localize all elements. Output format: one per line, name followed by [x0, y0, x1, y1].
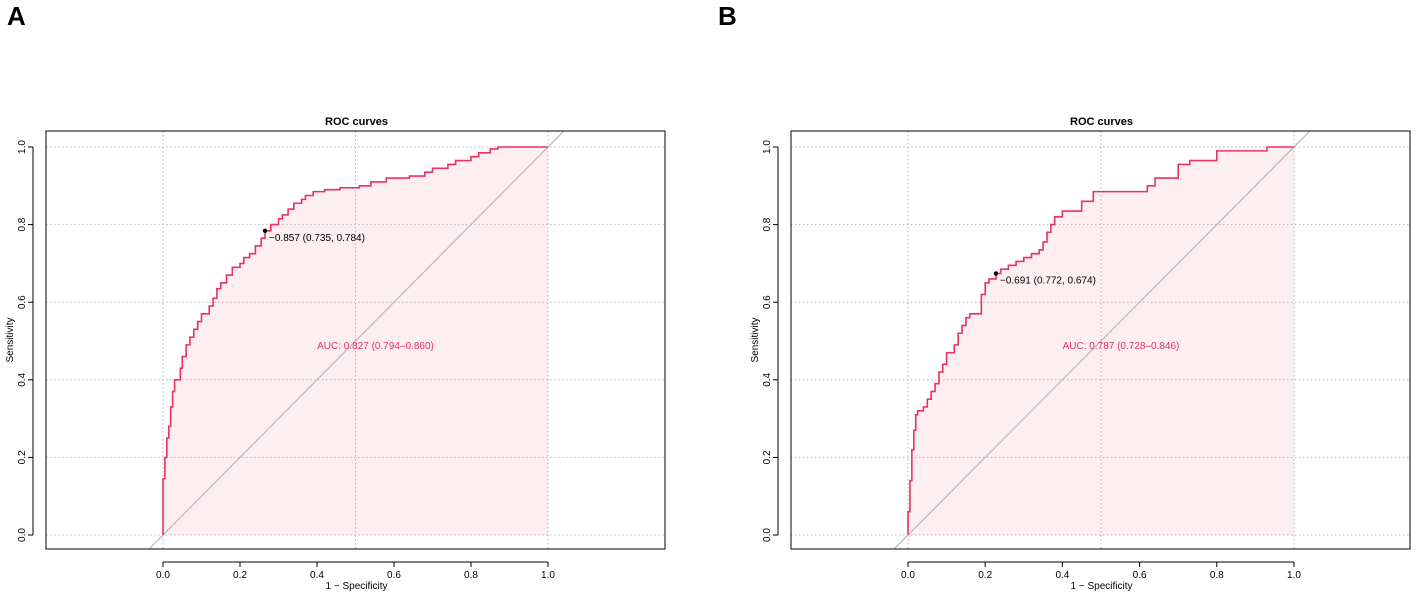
x-axis-label: 1 − Specificity — [326, 581, 388, 592]
x-tick-label: 1.0 — [541, 570, 555, 581]
plot-frame — [45, 130, 666, 550]
roc-curve-line — [162, 146, 548, 535]
y-tick-label: 0.0 — [17, 528, 28, 542]
x-tick-label: 0.6 — [387, 570, 401, 581]
panel-label-a: A — [7, 1, 26, 31]
x-tick-label: 0.8 — [464, 570, 478, 581]
y-tick-label: 0.6 — [17, 295, 28, 309]
threshold-point — [262, 228, 268, 234]
panel-label-b: B — [718, 1, 737, 31]
y-axis-label: Sensitivity — [5, 317, 16, 362]
x-tick-label: 0.2 — [233, 570, 247, 581]
y-tick-label: 0.4 — [17, 372, 28, 386]
diagonal-reference-line — [148, 131, 565, 549]
auc-label: AUC: 0.827 (0.794–0.860) — [317, 341, 434, 352]
chart-title: ROC curves — [325, 116, 388, 128]
threshold-label: −0.857 (0.735, 0.784) — [269, 233, 365, 244]
y-tick-label: 0.2 — [17, 450, 28, 464]
y-tick-label: 1.0 — [17, 140, 28, 154]
x-tick-label: 0.4 — [310, 570, 324, 581]
y-tick-label: 0.8 — [17, 217, 28, 231]
x-tick-label: 0.0 — [156, 570, 170, 581]
